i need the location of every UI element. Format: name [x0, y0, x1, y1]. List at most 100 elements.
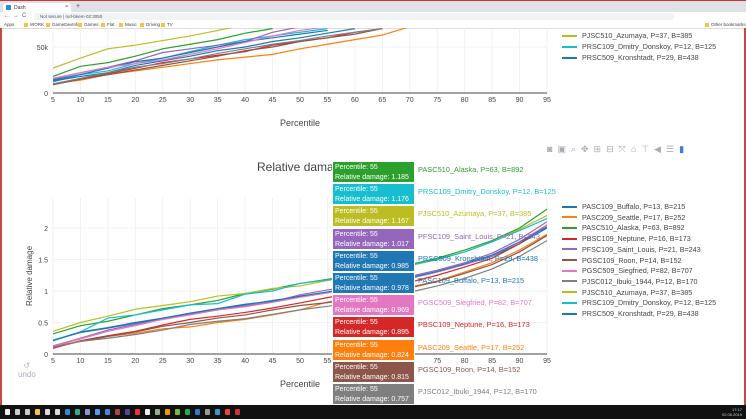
taskbar-app-icon[interactable]: [185, 409, 190, 415]
x-tick-label: 60: [351, 97, 359, 104]
spike-lines-icon[interactable]: ⊤: [641, 144, 650, 154]
legend-item[interactable]: PASC510_Alaska, P=63, B=892: [562, 223, 685, 232]
zoom-out-icon[interactable]: ⊟: [606, 144, 614, 154]
bookmark-work[interactable]: WORK: [24, 22, 44, 27]
pan-icon[interactable]: ✥: [581, 144, 589, 154]
zoom-in-icon[interactable]: ⊞: [593, 144, 602, 154]
hover-tooltip: Percentile: 55 Relative damage: 0.985: [332, 249, 415, 272]
taskbar-app-icon[interactable]: [165, 409, 170, 415]
hover-closest-icon[interactable]: ◀: [654, 144, 662, 154]
folder-icon: [119, 22, 123, 27]
taskbar-app-icon[interactable]: [55, 409, 60, 415]
legend-swatch: [562, 45, 577, 48]
taskbar-app-icon[interactable]: [95, 409, 100, 415]
taskbar-app-icon[interactable]: [175, 409, 180, 415]
taskbar-app-icon[interactable]: [25, 409, 30, 415]
taskbar-app-icon[interactable]: [85, 409, 90, 415]
legend-item[interactable]: PRSC109_Dmitry_Donskoy, P=12, B=125: [562, 42, 716, 51]
undo-button[interactable]: ↺ undo: [18, 361, 36, 379]
legend-item[interactable]: PRSC509_Kronshtadt, P=29, B=438: [562, 309, 699, 318]
taskbar-app-icon[interactable]: [105, 409, 110, 415]
new-tab-button[interactable]: +: [76, 3, 81, 10]
legend-item[interactable]: PFSC109_Saint_Louis, P=21, B=243: [562, 245, 701, 254]
legend-item[interactable]: PJSC510_Azumaya, P=37, B=385: [562, 31, 692, 40]
taskbar-app-icon[interactable]: [155, 409, 160, 415]
x-tick-label: 5: [51, 358, 55, 365]
security-label: Not secure: [40, 14, 62, 19]
x-tick-label: 95: [543, 358, 551, 365]
legend-label: PASC109_Buffalo, P=13, B=215: [582, 202, 686, 211]
x-tick-label: 50: [296, 358, 304, 365]
url-input[interactable]: Not secure | rurl-bkem-02:3050: [34, 13, 674, 20]
taskbar-app-icon[interactable]: [5, 409, 10, 415]
plotly-logo-icon[interactable]: ▮: [679, 144, 685, 154]
taskbar-app-icon[interactable]: [145, 409, 150, 415]
taskbar-app-icon[interactable]: [65, 409, 70, 415]
taskbar-app-icon[interactable]: [215, 409, 220, 415]
bookmark-apps[interactable]: Apps: [4, 22, 15, 27]
x-tick-label: 30: [186, 358, 194, 365]
autoscale-icon[interactable]: ⤧: [618, 144, 626, 154]
hover-tooltip: Percentile: 55 Relative damage: 0.757: [332, 383, 415, 405]
series-line: [53, 221, 547, 347]
legend-item[interactable]: PJSC012_Ibuki_1944, P=12, B=170: [562, 277, 698, 286]
camera-icon[interactable]: ◙: [547, 144, 553, 154]
reload-button[interactable]: C: [22, 13, 27, 19]
browser-tab[interactable]: Dash ×: [3, 3, 71, 12]
legend-swatch: [562, 291, 577, 294]
other-bookmarks[interactable]: Other bookmarks: [705, 22, 746, 27]
close-tab-icon[interactable]: ×: [65, 4, 68, 10]
home-icon[interactable]: ⌂: [630, 144, 637, 154]
taskbar-app-icon[interactable]: [235, 409, 240, 415]
taskbar-app-icon[interactable]: [75, 409, 80, 415]
taskbar-app-icon[interactable]: [125, 409, 130, 415]
series-line: [53, 28, 355, 82]
x-tick-label: 90: [516, 97, 524, 104]
series-line: [53, 28, 383, 85]
series-line: [53, 240, 547, 348]
legend-item[interactable]: PGSC109_Roon, P=14, B=152: [562, 256, 682, 265]
bookmark-games[interactable]: Games: [78, 22, 99, 27]
taskbar-app-icon[interactable]: [35, 409, 40, 415]
bookmark-music[interactable]: Music: [119, 22, 137, 27]
taskbar-app-icon[interactable]: [15, 409, 20, 415]
legend-swatch: [562, 226, 577, 229]
url-text: rurl-bkem-02:3050: [65, 14, 103, 19]
hover-tooltip: Percentile: 55 Relative damage: 1.185: [332, 161, 415, 183]
series-line: [53, 235, 547, 348]
hover-compare-icon[interactable]: ☰: [666, 144, 675, 154]
back-button[interactable]: ←: [4, 13, 10, 19]
legend-label: PFSC109_Saint_Louis, P=21, B=243: [582, 244, 701, 254]
taskbar-app-icon[interactable]: [135, 409, 140, 415]
legend-item[interactable]: PASC209_Seattle, P=17, B=252: [562, 213, 685, 222]
bookmark-tv[interactable]: TV: [161, 22, 173, 27]
save-icon[interactable]: ▣: [557, 144, 566, 154]
taskbar-app-icon[interactable]: [45, 409, 50, 415]
legend-item[interactable]: PASC109_Buffalo, P=13, B=215: [562, 202, 685, 211]
forward-button[interactable]: →: [13, 13, 19, 19]
legend-label: PRSC509_Kronshtadt, P=29, B=438: [582, 309, 699, 318]
taskbar-app-icon[interactable]: [115, 409, 120, 415]
legend-item[interactable]: PRSC509_Kronshtadt, P=29, B=438: [562, 53, 699, 62]
bookmark-driving[interactable]: Driving: [140, 22, 160, 27]
bookmark-flat[interactable]: Flat: [101, 22, 115, 27]
bookmark-gamedevinfo[interactable]: GameDevInfo: [46, 22, 80, 27]
legend-label: PASC510_Alaska, P=63, B=892: [582, 223, 685, 233]
hover-tooltip: Percentile: 55 Relative damage: 0.895: [332, 316, 415, 339]
taskbar-app-icon[interactable]: [225, 409, 230, 415]
charts-svg[interactable]: 5 10 15 20 25 30 35 40 45 50 55 60 65 70 75 80 85 90 95050…: [2, 28, 746, 405]
x-tick-label: 35: [214, 97, 222, 104]
taskbar-app-icon[interactable]: [205, 409, 210, 415]
zoom-icon[interactable]: ⌕: [570, 144, 576, 154]
legend-item[interactable]: PRSC109_Dmitry_Donskoy, P=12, B=125: [562, 298, 716, 307]
taskbar-app-icon[interactable]: [195, 409, 200, 415]
x-tick-label: 25: [159, 358, 167, 365]
legend-item[interactable]: PGSC509_Siegfried, P=82, B=707: [562, 266, 693, 275]
legend-item[interactable]: PBSC109_Neptune, P=16, B=173: [562, 234, 691, 243]
x-tick-label: 80: [461, 358, 469, 365]
folder-icon: [161, 22, 165, 27]
series-line: [53, 226, 547, 342]
x-tick-label: 40: [241, 358, 249, 365]
hover-tooltip: Percentile: 55 Relative damage: 0.824: [332, 338, 415, 361]
legend-item[interactable]: PJSC510_Azumaya, P=37, B=385: [562, 288, 692, 297]
